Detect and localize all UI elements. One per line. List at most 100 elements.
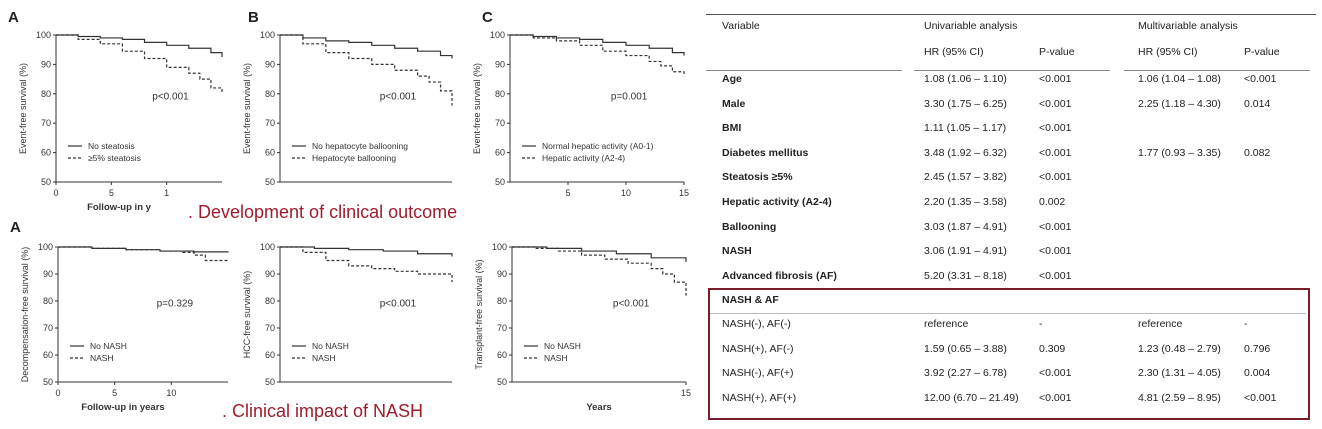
- table-cell-variable: NASH: [722, 245, 752, 258]
- group-cell-hr2: 2.30 (1.31 – 4.05): [1138, 367, 1221, 379]
- nash-af-box: [708, 288, 1310, 420]
- legend-label: No NASH: [312, 341, 349, 351]
- p-value-annotation: p=0.001: [611, 92, 648, 103]
- y-axis-label: Decompensation-free survival (%): [20, 247, 30, 383]
- y-tick-label: 90: [265, 269, 275, 279]
- table-cell-hr1: 1.08 (1.06 – 1.10): [924, 73, 1007, 85]
- y-tick-label: 90: [265, 59, 275, 69]
- y-tick-label: 60: [41, 148, 51, 158]
- table-cell-hr1: 3.03 (1.87 – 4.91): [924, 220, 1007, 233]
- panel-label: B: [248, 9, 259, 26]
- y-tick-label: 90: [43, 269, 53, 279]
- x-tick-label: 15: [681, 388, 691, 398]
- caption-bottom: . Clinical impact of NASH: [222, 401, 423, 421]
- table-cell-variable: Age: [722, 73, 742, 85]
- y-tick-label: 60: [43, 350, 53, 360]
- legend-label: NASH: [544, 353, 568, 363]
- header-rule-1: [706, 70, 902, 71]
- legend-label: No steatosis: [88, 141, 135, 151]
- group-cell-hr2: reference: [1138, 318, 1183, 330]
- table-row: Hepatic activity (A2-4) 2.20 (1.35 – 3.58…: [706, 190, 1316, 214]
- y-tick-label: 90: [41, 59, 51, 69]
- panel-label: A: [8, 9, 19, 26]
- y-tick-label: 80: [495, 89, 505, 99]
- table-cell-hr1: 1.11 (1.05 – 1.17): [924, 122, 1007, 135]
- table-cell-p1: 0.002: [1039, 196, 1066, 208]
- table-cell-p2: 0.082: [1244, 146, 1271, 159]
- group-row: NASH(-), AF(-) reference - reference -: [706, 312, 1316, 336]
- group-cell-p2: <0.001: [1244, 391, 1277, 404]
- table-cell-p2: 0.014: [1244, 97, 1271, 110]
- table-cell-p1: <0.001: [1039, 122, 1072, 135]
- series-line-comparison: [58, 246, 228, 262]
- y-tick-label: 100: [260, 242, 275, 252]
- y-tick-label: 50: [265, 177, 275, 187]
- table-cell-hr1: 3.48 (1.92 – 6.32): [924, 146, 1007, 159]
- series-line-comparison: [510, 34, 685, 77]
- y-tick-label: 80: [43, 296, 53, 306]
- y-tick-label: 90: [497, 269, 507, 279]
- y-tick-label: 80: [265, 296, 275, 306]
- y-tick-label: 70: [265, 323, 275, 333]
- group-row: NASH(-), AF(+) 3.92 (2.27 – 6.78) <0.001 2.…: [706, 361, 1316, 385]
- p-value-annotation: p<0.001: [152, 92, 189, 103]
- series-line-comparison: [280, 34, 453, 106]
- legend-label: Hepatocyte ballooning: [312, 153, 396, 163]
- y-tick-label: 70: [497, 323, 507, 333]
- table-cell-p1: <0.001: [1039, 245, 1072, 258]
- header-rule-3: [1124, 70, 1310, 71]
- p-value-annotation: p=0.329: [157, 298, 194, 309]
- table-cell-hr1: 3.06 (1.91 – 4.91): [924, 245, 1007, 258]
- group-cell-p2: -: [1244, 318, 1248, 330]
- table-row: BMI 1.11 (1.05 – 1.17) <0.001: [706, 116, 1316, 140]
- legend-label: NASH: [90, 353, 114, 363]
- y-tick-label: 50: [43, 377, 53, 387]
- table-cell-variable: Advanced fibrosis (AF): [722, 269, 837, 282]
- y-axis-label: Event-free survival (%): [472, 63, 482, 154]
- group-cell-variable: NASH(+), AF(+): [722, 391, 797, 404]
- group-cell-variable: NASH(+), AF(-): [722, 342, 794, 355]
- legend-label: No NASH: [544, 341, 581, 351]
- x-axis-label: Follow-up in years: [81, 402, 164, 413]
- y-tick-label: 100: [490, 30, 505, 40]
- x-tick-label: 1: [164, 188, 169, 198]
- x-tick-label: 10: [621, 188, 631, 198]
- series-line-reference: [280, 246, 453, 257]
- group-cell-p1: 0.309: [1039, 342, 1066, 355]
- x-tick-label: 15: [679, 188, 689, 198]
- table-row: Male 3.30 (1.75 – 6.25) <0.001 2.25 (1.18 –…: [706, 92, 1316, 116]
- table-row: Advanced fibrosis (AF) 5.20 (3.31 – 8.18)…: [706, 264, 1316, 288]
- x-tick-label: 0: [55, 388, 60, 398]
- y-tick-label: 50: [495, 177, 505, 187]
- y-tick-label: 80: [41, 89, 51, 99]
- group-cell-p1: <0.001: [1039, 367, 1072, 379]
- legend-label: ≥5% steatosis: [88, 153, 141, 163]
- y-tick-label: 70: [495, 118, 505, 128]
- header-multivariable: Multivariable analysis: [1138, 20, 1238, 32]
- y-tick-label: 60: [495, 148, 505, 158]
- y-tick-label: 70: [43, 323, 53, 333]
- legend-label: No NASH: [90, 341, 127, 351]
- legend-label: NASH: [312, 353, 336, 363]
- y-tick-label: 60: [265, 350, 275, 360]
- header-rule-2: [914, 70, 1110, 71]
- header-variable: Variable: [722, 20, 760, 32]
- y-tick-label: 50: [41, 177, 51, 187]
- x-tick-label: 0: [53, 188, 58, 198]
- y-axis-label: Event-free survival (%): [18, 63, 28, 154]
- group-row: NASH(+), AF(-) 1.59 (0.65 – 3.88) 0.309 1.2…: [706, 337, 1316, 361]
- y-tick-label: 80: [497, 296, 507, 306]
- table-cell-variable: Hepatic activity (A2-4): [722, 196, 832, 208]
- y-axis-label: Event-free survival (%): [242, 63, 252, 154]
- table-cell-p1: <0.001: [1039, 97, 1072, 110]
- header-hr-univ: HR (95% CI): [924, 46, 984, 58]
- table-row: Diabetes mellitus 3.48 (1.92 – 6.32) <0.00…: [706, 141, 1316, 165]
- table-cell-hr1: 5.20 (3.31 – 8.18): [924, 269, 1007, 282]
- table-cell-hr2: 1.77 (0.93 – 3.35): [1138, 146, 1221, 159]
- y-tick-label: 50: [497, 377, 507, 387]
- p-value-annotation: p<0.001: [380, 92, 417, 103]
- group-rule: [710, 313, 1306, 314]
- y-axis-label: Transplant-free survival (%): [474, 259, 484, 369]
- table-cell-hr2: 2.25 (1.18 – 4.30): [1138, 97, 1221, 110]
- group-cell-hr1: 3.92 (2.27 – 6.78): [924, 367, 1007, 379]
